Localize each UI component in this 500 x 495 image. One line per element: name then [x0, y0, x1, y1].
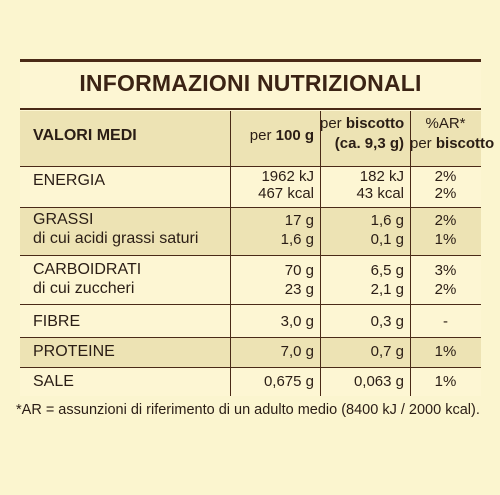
value-ar: - — [443, 313, 448, 330]
row-divider — [20, 166, 481, 167]
value-ar: 2% — [434, 281, 457, 298]
value-per-100g: 467 kcal — [258, 185, 314, 202]
value-per-biscotto: 6,5 g — [370, 262, 404, 279]
row-divider — [20, 337, 481, 338]
column-divider — [320, 111, 321, 396]
header-per-100g-unit: 100 g — [275, 127, 314, 144]
header-ar: %AR* — [425, 115, 466, 132]
row-label: FIBRE — [33, 313, 81, 330]
value-per-100g: 1,6 g — [280, 231, 314, 248]
header-ar-unit: biscotto — [435, 135, 495, 152]
row-sublabel: di cui acidi grassi saturi — [33, 230, 199, 247]
value-per-100g: 1962 kJ — [261, 168, 314, 185]
column-divider — [410, 111, 411, 396]
value-per-biscotto: 182 kJ — [359, 168, 404, 185]
value-ar: 2% — [434, 168, 457, 185]
header-valori-medi: VALORI MEDI — [33, 127, 137, 144]
proteine-band — [20, 337, 481, 367]
value-ar: 3% — [434, 262, 457, 279]
value-ar: 2% — [434, 212, 457, 229]
value-ar: 1% — [434, 343, 457, 360]
header-per-biscotto-prefix: per — [320, 115, 346, 132]
row-label: PROTEINE — [33, 343, 115, 360]
header-per-biscotto: per biscotto — [320, 115, 404, 133]
header-per-biscotto-unit: biscotto — [345, 115, 405, 132]
grassi-band — [20, 207, 481, 255]
table-title: INFORMAZIONI NUTRIZIONALI — [79, 70, 422, 96]
header-ar-per-biscotto: per biscotto — [410, 135, 494, 153]
value-per-biscotto: 1,6 g — [370, 212, 404, 229]
row-label: CARBOIDRATI — [33, 261, 142, 278]
title-rule — [20, 108, 481, 110]
header-band — [20, 111, 481, 166]
footnote: *AR = assunzioni di riferimento di un ad… — [16, 402, 480, 418]
value-per-100g: 70 g — [284, 262, 314, 279]
value-per-100g: 3,0 g — [280, 313, 314, 330]
value-per-100g: 23 g — [284, 281, 314, 298]
value-per-biscotto: 0,063 g — [353, 373, 404, 390]
value-per-biscotto: 0,3 g — [370, 313, 404, 330]
row-divider — [20, 367, 481, 368]
value-ar: 1% — [434, 231, 457, 248]
row-label: ENERGIA — [33, 172, 106, 189]
header-per-100g-prefix: per — [249, 127, 276, 144]
value-per-100g: 0,675 g — [263, 373, 314, 390]
value-per-biscotto: 0,1 g — [370, 231, 404, 248]
row-label: SALE — [33, 373, 74, 390]
header-biscotto-weight: (ca. 9,3 g) — [334, 135, 404, 152]
value-ar: 2% — [434, 185, 457, 202]
value-per-100g: 17 g — [284, 212, 314, 229]
column-divider — [230, 111, 231, 396]
row-sublabel: di cui zuccheri — [33, 280, 135, 297]
row-divider — [20, 207, 481, 208]
row-divider — [20, 304, 481, 305]
value-per-100g: 7,0 g — [280, 343, 314, 360]
header-per-100g: per 100 g — [230, 127, 314, 145]
value-per-biscotto: 2,1 g — [370, 281, 404, 298]
value-ar: 1% — [434, 373, 457, 390]
nutrition-table: INFORMAZIONI NUTRIZIONALI VALORI MEDI pe… — [20, 59, 494, 396]
header-ar-prefix: per — [410, 135, 436, 152]
row-label: GRASSI — [33, 211, 94, 228]
value-per-biscotto: 43 kcal — [356, 185, 404, 202]
row-divider — [20, 255, 481, 256]
value-per-biscotto: 0,7 g — [370, 343, 404, 360]
